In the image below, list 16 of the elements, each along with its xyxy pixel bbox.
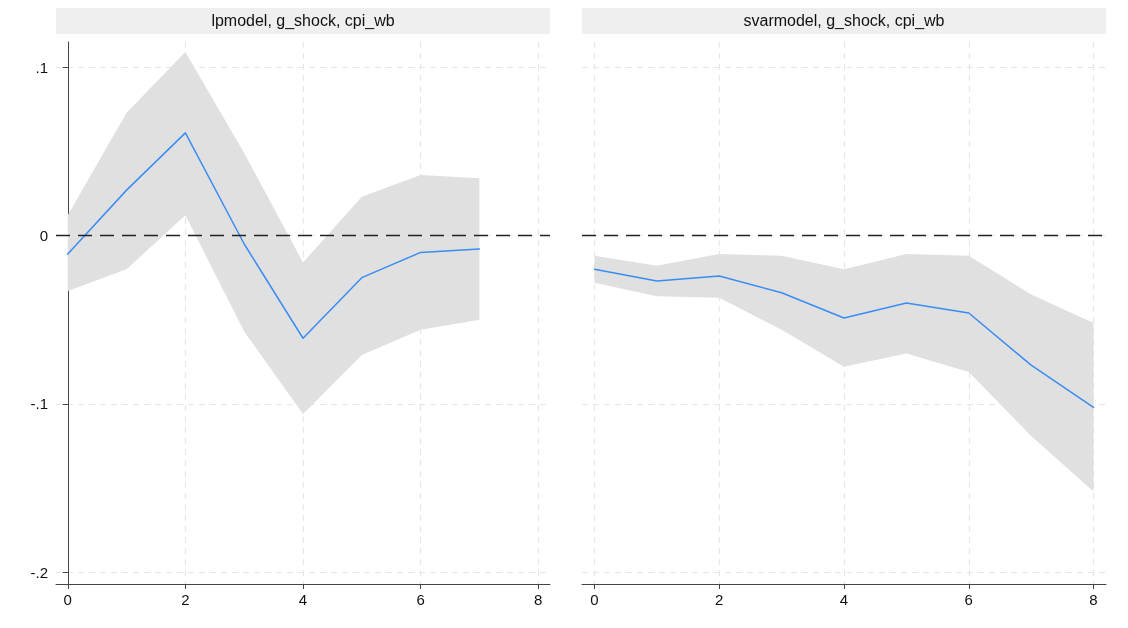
x-tick-label: 2 [181, 591, 190, 608]
x-tick-label: 0 [590, 591, 599, 608]
y-tick-label: .1 [35, 58, 48, 76]
x-tick-label: 4 [298, 591, 308, 608]
x-tick-label: 8 [1089, 591, 1098, 608]
x-tick-label: 6 [964, 591, 973, 608]
x-tick-label: 8 [534, 591, 543, 608]
y-tick-label: -.2 [30, 563, 48, 581]
x-tick-label: 0 [63, 591, 72, 608]
y-tick-label: -.1 [30, 395, 48, 413]
x-tick-label: 2 [715, 591, 724, 608]
chart-title: svarmodel, g_shock, cpi_wb [582, 8, 1106, 34]
y-tick-label: 0 [39, 227, 48, 245]
chart-title: lpmodel, g_shock, cpi_wb [56, 8, 550, 34]
x-tick-label: 4 [839, 591, 849, 608]
x-tick-label: 6 [416, 591, 425, 608]
